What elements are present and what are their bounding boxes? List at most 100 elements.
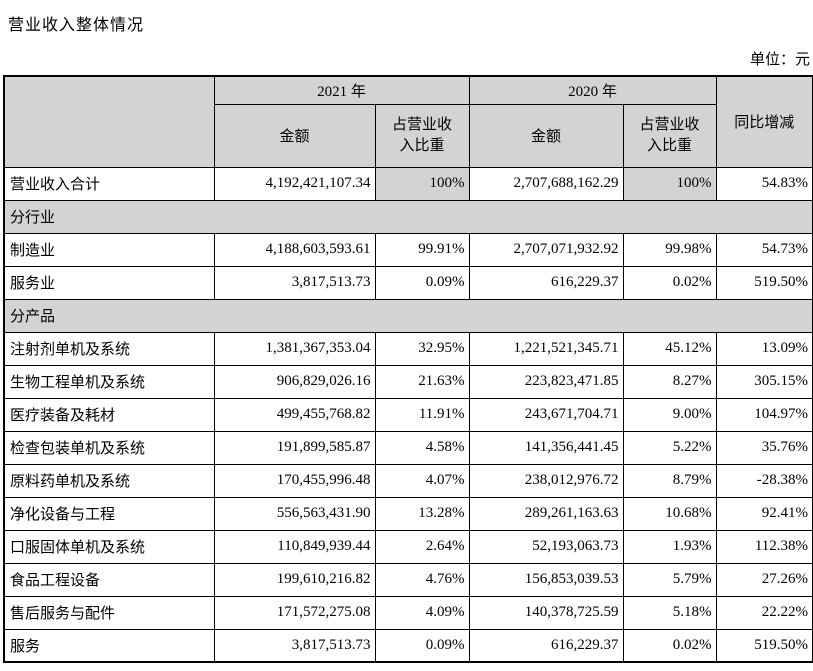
yoy-cell: 13.09% (715, 331, 813, 366)
pct-2021-cell: 0.09% (374, 628, 470, 663)
pct-2021-cell: 4.76% (374, 562, 470, 597)
pct-2020-cell: 8.27% (622, 364, 717, 399)
year-2020-header: 2020 年 (468, 75, 717, 105)
pct-2021-cell: 4.07% (374, 463, 470, 498)
pct-2020-cell: 0.02% (622, 265, 717, 300)
table-row: 服务业 3,817,513.73 0.09% 616,229.37 0.02% 519.5… (3, 265, 813, 300)
row-label-cell: 生物工程单机及系统 (3, 364, 215, 399)
amount-2021-cell: 906,829,026.16 (213, 364, 376, 399)
row-label-cell: 口服固体单机及系统 (3, 529, 215, 564)
corner-empty-cell (3, 75, 215, 168)
header-row-years: 2021 年 2020 年 同比增减 (3, 75, 813, 168)
pct-2021-header: 占营业收 入比重 (374, 103, 470, 168)
amount-2021-cell: 3,817,513.73 (213, 265, 376, 300)
row-label-cell: 食品工程设备 (3, 562, 215, 597)
table-row: 服务 3,817,513.73 0.09% 616,229.37 0.02% 519.50… (3, 628, 813, 663)
pct-2020-cell: 5.18% (622, 595, 717, 630)
yoy-cell: -28.38% (715, 463, 813, 498)
revenue-table: 2021 年 2020 年 同比增减 金额 占营业收 入比重 金额 占营业收 入… (3, 75, 813, 663)
pct-2020-cell: 9.00% (622, 397, 717, 432)
yoy-cell: 35.76% (715, 430, 813, 465)
pct-2020-cell: 5.79% (622, 562, 717, 597)
yoy-cell: 54.73% (715, 232, 813, 267)
table-row: 口服固体单机及系统 110,849,939.44 2.64% 52,193,063.7… (3, 529, 813, 564)
amount-2021-cell: 199,610,216.82 (213, 562, 376, 597)
pct-2020-cell: 8.79% (622, 463, 717, 498)
amount-2021-cell: 170,455,996.48 (213, 463, 376, 498)
pct-2021-cell: 11.91% (374, 397, 470, 432)
amount-2020-cell: 156,853,039.53 (468, 562, 624, 597)
table-body: 营业收入合计 4,192,421,107.34 100% 2,707,688,162.… (3, 166, 813, 663)
pct-2020-cell: 100% (622, 166, 717, 201)
table-header: 2021 年 2020 年 同比增减 金额 占营业收 入比重 金额 占营业收 入… (3, 75, 813, 168)
yoy-cell: 27.26% (715, 562, 813, 597)
amount-2020-cell: 289,261,163.63 (468, 496, 624, 531)
row-label-cell: 医疗装备及耗材 (3, 397, 215, 432)
amount-2020-cell: 141,356,441.45 (468, 430, 624, 465)
row-label-cell: 营业收入合计 (3, 166, 215, 201)
row-label-cell: 原料药单机及系统 (3, 463, 215, 498)
amount-2021-cell: 499,455,768.82 (213, 397, 376, 432)
yoy-cell: 519.50% (715, 265, 813, 300)
amount-2020-cell: 52,193,063.73 (468, 529, 624, 564)
amount-2020-header: 金额 (468, 103, 624, 168)
amount-2020-cell: 2,707,071,932.92 (468, 232, 624, 267)
pct-2020-cell: 99.98% (622, 232, 717, 267)
amount-2020-cell: 616,229.37 (468, 265, 624, 300)
table-row: 净化设备与工程 556,563,431.90 13.28% 289,261,163.6… (3, 496, 813, 531)
yoy-header: 同比增减 (715, 75, 813, 168)
amount-2020-cell: 223,823,471.85 (468, 364, 624, 399)
section-label-cell: 分产品 (3, 298, 813, 333)
amount-2021-cell: 1,381,367,353.04 (213, 331, 376, 366)
amount-2021-cell: 171,572,275.08 (213, 595, 376, 630)
table-row: 注射剂单机及系统 1,381,367,353.04 32.95% 1,221,521,… (3, 331, 813, 366)
pct-2020-cell: 10.68% (622, 496, 717, 531)
pct-2020-cell: 45.12% (622, 331, 717, 366)
amount-2021-cell: 556,563,431.90 (213, 496, 376, 531)
amount-2020-cell: 2,707,688,162.29 (468, 166, 624, 201)
table-row: 医疗装备及耗材 499,455,768.82 11.91% 243,671,704.7… (3, 397, 813, 432)
pct-2020-cell: 0.02% (622, 628, 717, 663)
amount-2020-cell: 238,012,976.72 (468, 463, 624, 498)
yoy-cell: 104.97% (715, 397, 813, 432)
pct-2020-header: 占营业收 入比重 (622, 103, 717, 168)
yoy-cell: 22.22% (715, 595, 813, 630)
amount-2020-cell: 616,229.37 (468, 628, 624, 663)
amount-2021-cell: 4,192,421,107.34 (213, 166, 376, 201)
row-label-cell: 制造业 (3, 232, 215, 267)
pct-2021-cell: 4.58% (374, 430, 470, 465)
row-label-cell: 检查包装单机及系统 (3, 430, 215, 465)
pct-2021-cell: 0.09% (374, 265, 470, 300)
yoy-cell: 112.38% (715, 529, 813, 564)
amount-2020-cell: 1,221,521,345.71 (468, 331, 624, 366)
amount-2021-cell: 4,188,603,593.61 (213, 232, 376, 267)
amount-2021-cell: 110,849,939.44 (213, 529, 376, 564)
table-row: 原料药单机及系统 170,455,996.48 4.07% 238,012,976.7… (3, 463, 813, 498)
section-row: 分行业 (3, 199, 813, 234)
yoy-cell: 305.15% (715, 364, 813, 399)
amount-2021-header: 金额 (213, 103, 376, 168)
pct-2021-cell: 4.09% (374, 595, 470, 630)
table-row: 食品工程设备 199,610,216.82 4.76% 156,853,039.53 5… (3, 562, 813, 597)
yoy-cell: 54.83% (715, 166, 813, 201)
page-title: 营业收入整体情况 (8, 17, 145, 34)
section-label-cell: 分行业 (3, 199, 813, 234)
unit-label: 单位：元 (749, 52, 810, 68)
pct-2021-cell: 100% (374, 166, 470, 201)
pct-2021-cell: 21.63% (374, 364, 470, 399)
amount-2021-cell: 3,817,513.73 (213, 628, 376, 663)
yoy-cell: 519.50% (715, 628, 813, 663)
pct-2020-cell: 5.22% (622, 430, 717, 465)
table-row: 营业收入合计 4,192,421,107.34 100% 2,707,688,162.… (3, 166, 813, 201)
pct-2021-cell: 99.91% (374, 232, 470, 267)
pct-2021-cell: 32.95% (374, 331, 470, 366)
header-row-measures: 金额 占营业收 入比重 金额 占营业收 入比重 (4, 103, 813, 168)
amount-2020-cell: 140,378,725.59 (468, 595, 624, 630)
yoy-cell: 92.41% (715, 496, 813, 531)
amount-2021-cell: 191,899,585.87 (213, 430, 376, 465)
pct-2021-cell: 2.64% (374, 529, 470, 564)
row-label-cell: 服务 (3, 628, 215, 663)
row-label-cell: 注射剂单机及系统 (3, 331, 215, 366)
row-label-cell: 服务业 (3, 265, 215, 300)
